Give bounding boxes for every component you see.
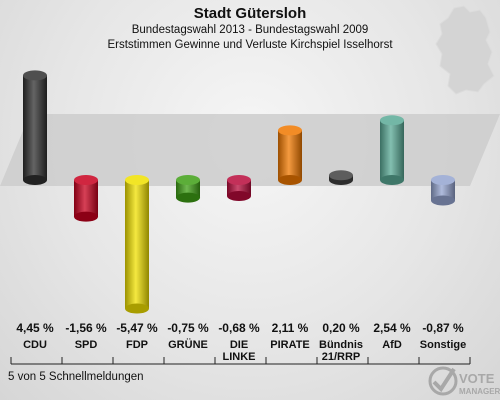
logo-text-vote: VOTE bbox=[459, 371, 495, 386]
category-label: PIRATE bbox=[270, 339, 310, 351]
chart-title: Stadt Gütersloh bbox=[193, 5, 307, 22]
value-label: 2,11 % bbox=[271, 321, 309, 335]
bar-cdu bbox=[23, 70, 47, 185]
bar-spd bbox=[74, 175, 98, 222]
value-label: -1,56 % bbox=[65, 321, 107, 335]
logo-text-manager: MANAGER bbox=[459, 387, 500, 396]
chart-subtitle-2: Erststimmen Gewinne und Verluste Kirchsp… bbox=[107, 39, 393, 51]
value-label: -0,87 % bbox=[422, 321, 464, 335]
vote-manager-logo: VOTE MANAGER bbox=[428, 366, 500, 396]
value-label: -0,68 % bbox=[218, 321, 260, 335]
bar-afd bbox=[380, 115, 404, 185]
value-label: 2,54 % bbox=[373, 321, 411, 335]
value-label: 4,45 % bbox=[16, 321, 54, 335]
category-label: SPD bbox=[74, 339, 98, 351]
status-text: 5 von 5 Schnellmeldungen bbox=[8, 371, 144, 383]
category-label: DIE LINKE bbox=[222, 339, 256, 363]
category-label: Bündnis 21/RRP bbox=[319, 339, 363, 363]
bar-b-ndnis-21-rrp bbox=[329, 170, 353, 185]
category-label: AfD bbox=[382, 339, 402, 351]
value-label: 0,20 % bbox=[322, 321, 360, 335]
bar-die-linke bbox=[227, 175, 251, 201]
chart-subtitle: Bundestagswahl 2013 - Bundestagswahl 200… bbox=[131, 24, 369, 36]
category-label: CDU bbox=[23, 339, 47, 351]
bar-fdp bbox=[125, 175, 149, 314]
value-label: -5,47 % bbox=[116, 321, 158, 335]
category-label: FDP bbox=[126, 339, 148, 351]
bar-gr-ne bbox=[176, 175, 200, 203]
germany-map-icon bbox=[435, 5, 495, 95]
bar-sonstige bbox=[431, 175, 455, 206]
category-label: GRÜNE bbox=[168, 339, 208, 351]
bar-pirate bbox=[278, 125, 302, 185]
category-label: Sonstige bbox=[419, 339, 467, 351]
baseline-plane bbox=[0, 114, 500, 186]
value-label: -0,75 % bbox=[167, 321, 209, 335]
